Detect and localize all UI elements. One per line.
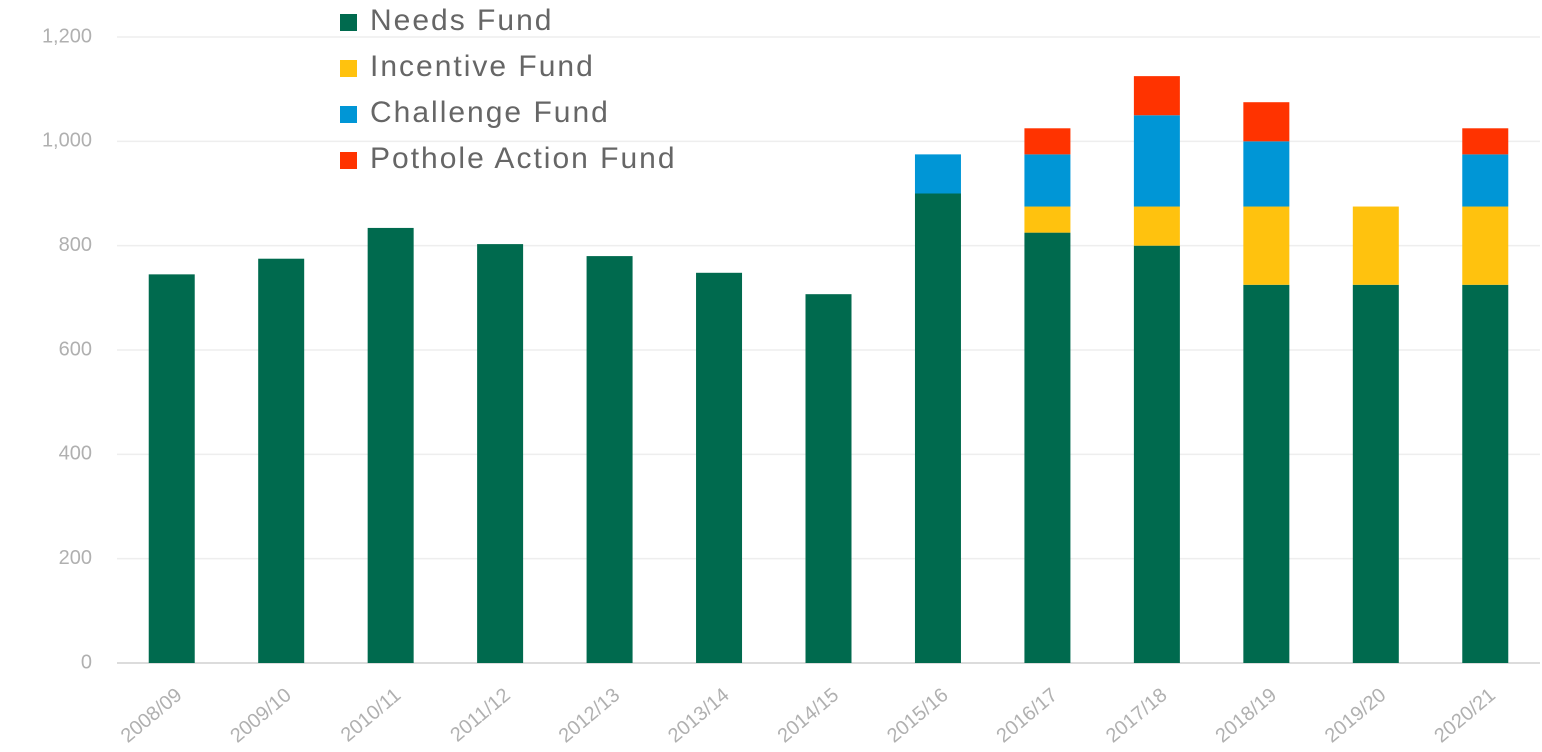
x-tick-label: 2013/14 (664, 684, 734, 747)
x-tick-label: 2012/13 (555, 684, 625, 747)
bar-segment (1133, 115, 1180, 207)
x-tick-label: 2020/21 (1430, 684, 1500, 747)
legend-swatch (340, 14, 357, 31)
bar-segment (696, 272, 743, 663)
x-tick-label: 2014/15 (774, 684, 844, 747)
bar-segment (1024, 154, 1071, 207)
legend-label: Needs Fund (370, 4, 553, 37)
x-tick-label: 2010/11 (337, 684, 405, 746)
bar-segment (914, 154, 961, 194)
bar-segment (1133, 76, 1180, 116)
y-tick-label: 600 (59, 338, 92, 360)
legend-swatch (340, 106, 357, 123)
bar-segment (148, 274, 195, 663)
bar-segment (477, 244, 524, 663)
bar-segment (1024, 206, 1071, 233)
bar-segment (1462, 154, 1509, 207)
y-tick-label: 200 (59, 547, 92, 569)
x-tick-label: 2019/20 (1321, 684, 1391, 747)
bar-segment (1133, 245, 1180, 663)
bar-segment (367, 227, 414, 663)
bar-segment (914, 193, 961, 663)
x-tick-label: 2015/16 (883, 684, 953, 747)
x-tick-label: 2016/17 (993, 684, 1063, 747)
bar-segment (1024, 232, 1071, 663)
x-tick-label: 2008/09 (117, 684, 187, 747)
legend-label: Incentive Fund (370, 50, 595, 83)
y-tick-label: 400 (59, 443, 92, 465)
bar-segment (586, 256, 633, 663)
bar-segment (1243, 102, 1290, 142)
bar-segment (1352, 206, 1399, 285)
legend-swatch (340, 60, 357, 77)
bar-segment (1462, 128, 1509, 155)
legend-swatch (340, 152, 357, 169)
bar-segment (1243, 206, 1290, 285)
x-tick-label: 2011/12 (446, 684, 514, 746)
legend-label: Challenge Fund (370, 96, 610, 129)
bar-segment (1133, 206, 1180, 246)
y-tick-label: 1,000 (42, 130, 92, 152)
y-tick-label: 800 (59, 234, 92, 256)
bar-segment (1352, 284, 1399, 663)
y-tick-label: 0 (81, 651, 92, 673)
bar-segment (805, 294, 852, 663)
y-tick-label: 1,200 (42, 25, 92, 47)
x-tick-label: 2009/10 (226, 684, 296, 747)
x-tick-label: 2017/18 (1102, 684, 1172, 747)
bar-segment (1024, 128, 1071, 155)
bar-segment (1462, 206, 1509, 285)
bar-segment (258, 258, 305, 663)
bar-segment (1462, 284, 1509, 663)
bar-segment (1243, 141, 1290, 207)
bar-segment (1243, 284, 1290, 663)
legend-label: Pothole Action Fund (370, 142, 677, 175)
x-tick-label: 2018/19 (1211, 684, 1281, 747)
